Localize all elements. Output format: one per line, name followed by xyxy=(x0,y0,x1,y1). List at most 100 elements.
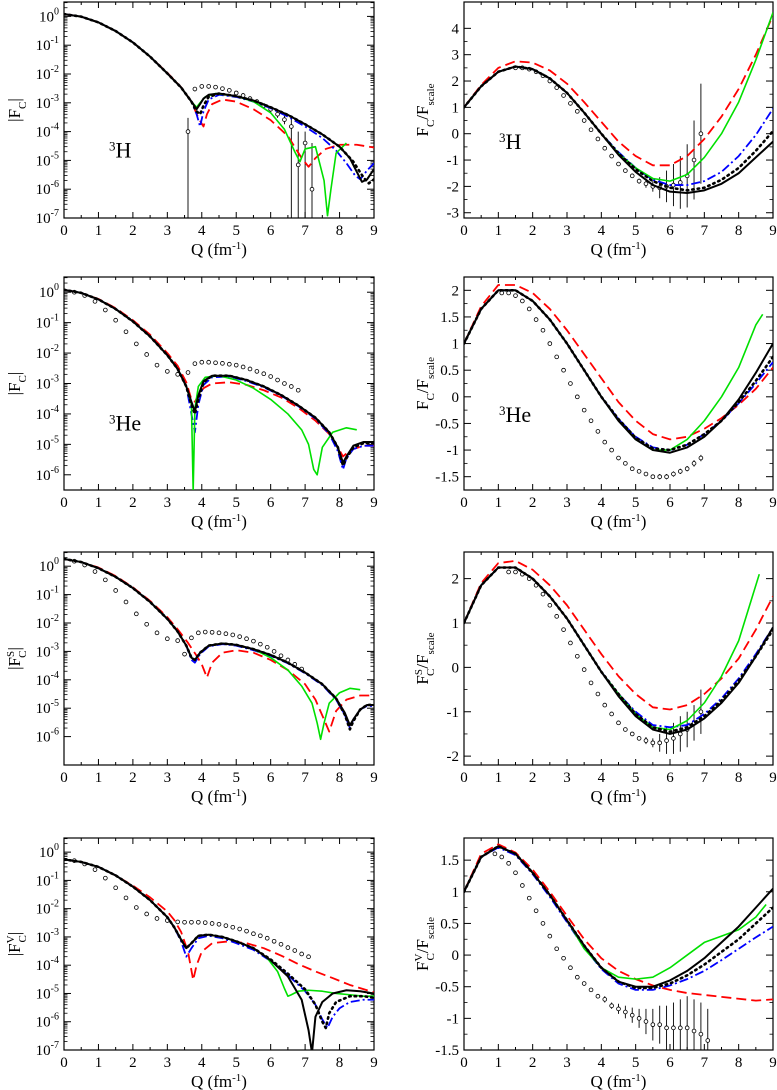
data-point xyxy=(513,293,518,298)
y-axis-title-part: | xyxy=(5,372,24,375)
series-black-line xyxy=(64,858,374,1050)
x-tick-label: 8 xyxy=(336,770,344,786)
x-tick-label: 5 xyxy=(232,770,240,786)
y-axis-title-part: | xyxy=(5,98,24,101)
y-tick-label: -1 xyxy=(447,1011,460,1027)
y-tick-exponent: -3 xyxy=(51,927,59,938)
x-tick-label: 7 xyxy=(301,223,309,239)
x-tick-label: 1 xyxy=(95,770,103,786)
y-tick-exponent: -5 xyxy=(51,983,59,994)
y-tick-exponent: -4 xyxy=(51,404,59,415)
x-tick-label: 2 xyxy=(529,1055,537,1071)
y-tick-base: 10 xyxy=(36,316,51,332)
series-dotted-line xyxy=(64,12,374,185)
data-point xyxy=(192,361,198,366)
x-tick-label: 7 xyxy=(701,495,709,511)
x-tick-label: 2 xyxy=(129,495,137,511)
y-tick-label: 10-7 xyxy=(36,208,59,227)
plot-area xyxy=(64,288,374,490)
series-green-line xyxy=(64,289,357,490)
nucleus-mass-number: 3 xyxy=(499,129,506,144)
y-axis-title-part: scale xyxy=(425,83,437,105)
data-point xyxy=(636,469,642,474)
data-point xyxy=(295,162,301,168)
y-axis-title-part: C xyxy=(17,375,29,382)
data-point xyxy=(506,569,511,575)
y-tick-exponent: -3 xyxy=(51,93,59,104)
data-point xyxy=(643,1019,649,1024)
data-point xyxy=(223,923,229,928)
data-point xyxy=(616,1006,621,1012)
data-point xyxy=(240,364,246,370)
y-axis-title-part: C xyxy=(425,669,437,676)
data-point xyxy=(123,599,129,605)
y-axis-title-part: scale xyxy=(425,632,437,654)
series-dotted-line xyxy=(64,858,374,1030)
y-tick-exponent: -6 xyxy=(51,465,59,476)
x-tick-label: 2 xyxy=(529,770,537,786)
x-tick-label: 8 xyxy=(735,1055,743,1071)
y-tick-label: 100 xyxy=(39,842,59,861)
y-tick-exponent: -1 xyxy=(51,585,59,596)
data-point xyxy=(657,1022,662,1027)
x-tick-label: 9 xyxy=(370,223,378,239)
x-axis-title: Q (fm-1) xyxy=(591,1072,647,1090)
x-tick-label: 7 xyxy=(701,770,709,786)
data-point xyxy=(526,895,532,901)
x-tick-label: 6 xyxy=(666,223,674,239)
data-point xyxy=(561,955,566,961)
data-point xyxy=(206,359,211,365)
x-tick-label: 2 xyxy=(129,1055,137,1071)
data-point xyxy=(113,317,118,323)
y-axis-title: |FC| xyxy=(5,372,29,396)
y-tick-label: 10-5 xyxy=(36,698,59,717)
x-axis-title: Q (fm-1) xyxy=(191,787,247,806)
data-point xyxy=(561,367,566,373)
y-tick-exponent: -1 xyxy=(51,870,59,881)
x-tick-label: 0 xyxy=(460,770,468,786)
data-point xyxy=(103,577,108,583)
x-tick-label: 3 xyxy=(164,770,172,786)
y-axis-title: FSC/Fscale xyxy=(413,632,437,684)
x-tick-label: 9 xyxy=(769,770,777,786)
y-tick-base: 10 xyxy=(36,902,51,918)
y-tick-base: 10 xyxy=(36,1015,51,1031)
x-tick-label: 5 xyxy=(232,1055,240,1071)
y-tick-exponent: -1 xyxy=(51,35,59,46)
plot-frame xyxy=(63,551,375,766)
x-axis-title: Q (fm-1) xyxy=(191,240,247,259)
series-red-line xyxy=(464,284,773,441)
x-axis-title-part: Q (fm xyxy=(191,1072,232,1090)
x-axis-title-part: -1 xyxy=(232,512,241,524)
y-tick-label: 10-4 xyxy=(36,670,59,689)
y-tick-exponent: -6 xyxy=(51,179,59,190)
data-point xyxy=(165,636,170,642)
y-axis-title-part: V xyxy=(413,954,425,962)
x-axis-title: Q (fm-1) xyxy=(191,1072,247,1090)
y-tick-exponent: -4 xyxy=(51,670,59,681)
nucleus-symbol: H xyxy=(506,129,522,154)
y-tick-base: 10 xyxy=(36,437,51,453)
x-axis-title-part: Q (fm xyxy=(591,512,632,531)
nucleus-label: 3He xyxy=(109,410,141,435)
x-axis-title-part: ) xyxy=(241,240,247,259)
y-tick-base: 10 xyxy=(36,96,51,112)
data-point xyxy=(616,720,621,726)
data-point xyxy=(616,455,621,461)
nucleus-label: 3He xyxy=(499,402,531,427)
y-tick-label: -0.5 xyxy=(435,980,459,996)
data-point xyxy=(302,140,308,146)
y-tick-label: 10-2 xyxy=(36,899,59,918)
x-tick-label: 3 xyxy=(164,1055,172,1071)
data-point xyxy=(244,928,249,934)
y-tick-label: 1 xyxy=(452,100,460,116)
x-tick-label: 5 xyxy=(632,223,640,239)
data-point xyxy=(230,924,236,930)
series-dotted-line xyxy=(464,566,773,734)
x-tick-label: 1 xyxy=(495,770,503,786)
x-tick-label: 1 xyxy=(495,1055,503,1071)
data-point xyxy=(254,369,260,374)
y-axis-title-part: F xyxy=(413,127,432,136)
y-tick-exponent: -7 xyxy=(51,1040,59,1051)
series-black-line xyxy=(464,566,773,735)
